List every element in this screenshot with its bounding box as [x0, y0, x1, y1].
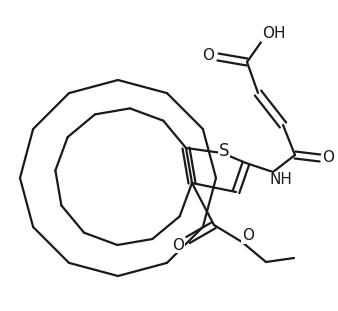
Text: O: O — [202, 48, 214, 63]
Text: OH: OH — [262, 26, 286, 41]
Text: NH: NH — [270, 173, 292, 188]
Text: O: O — [322, 151, 334, 165]
Text: S: S — [219, 142, 229, 160]
Text: O: O — [242, 229, 254, 244]
Text: O: O — [172, 238, 184, 253]
